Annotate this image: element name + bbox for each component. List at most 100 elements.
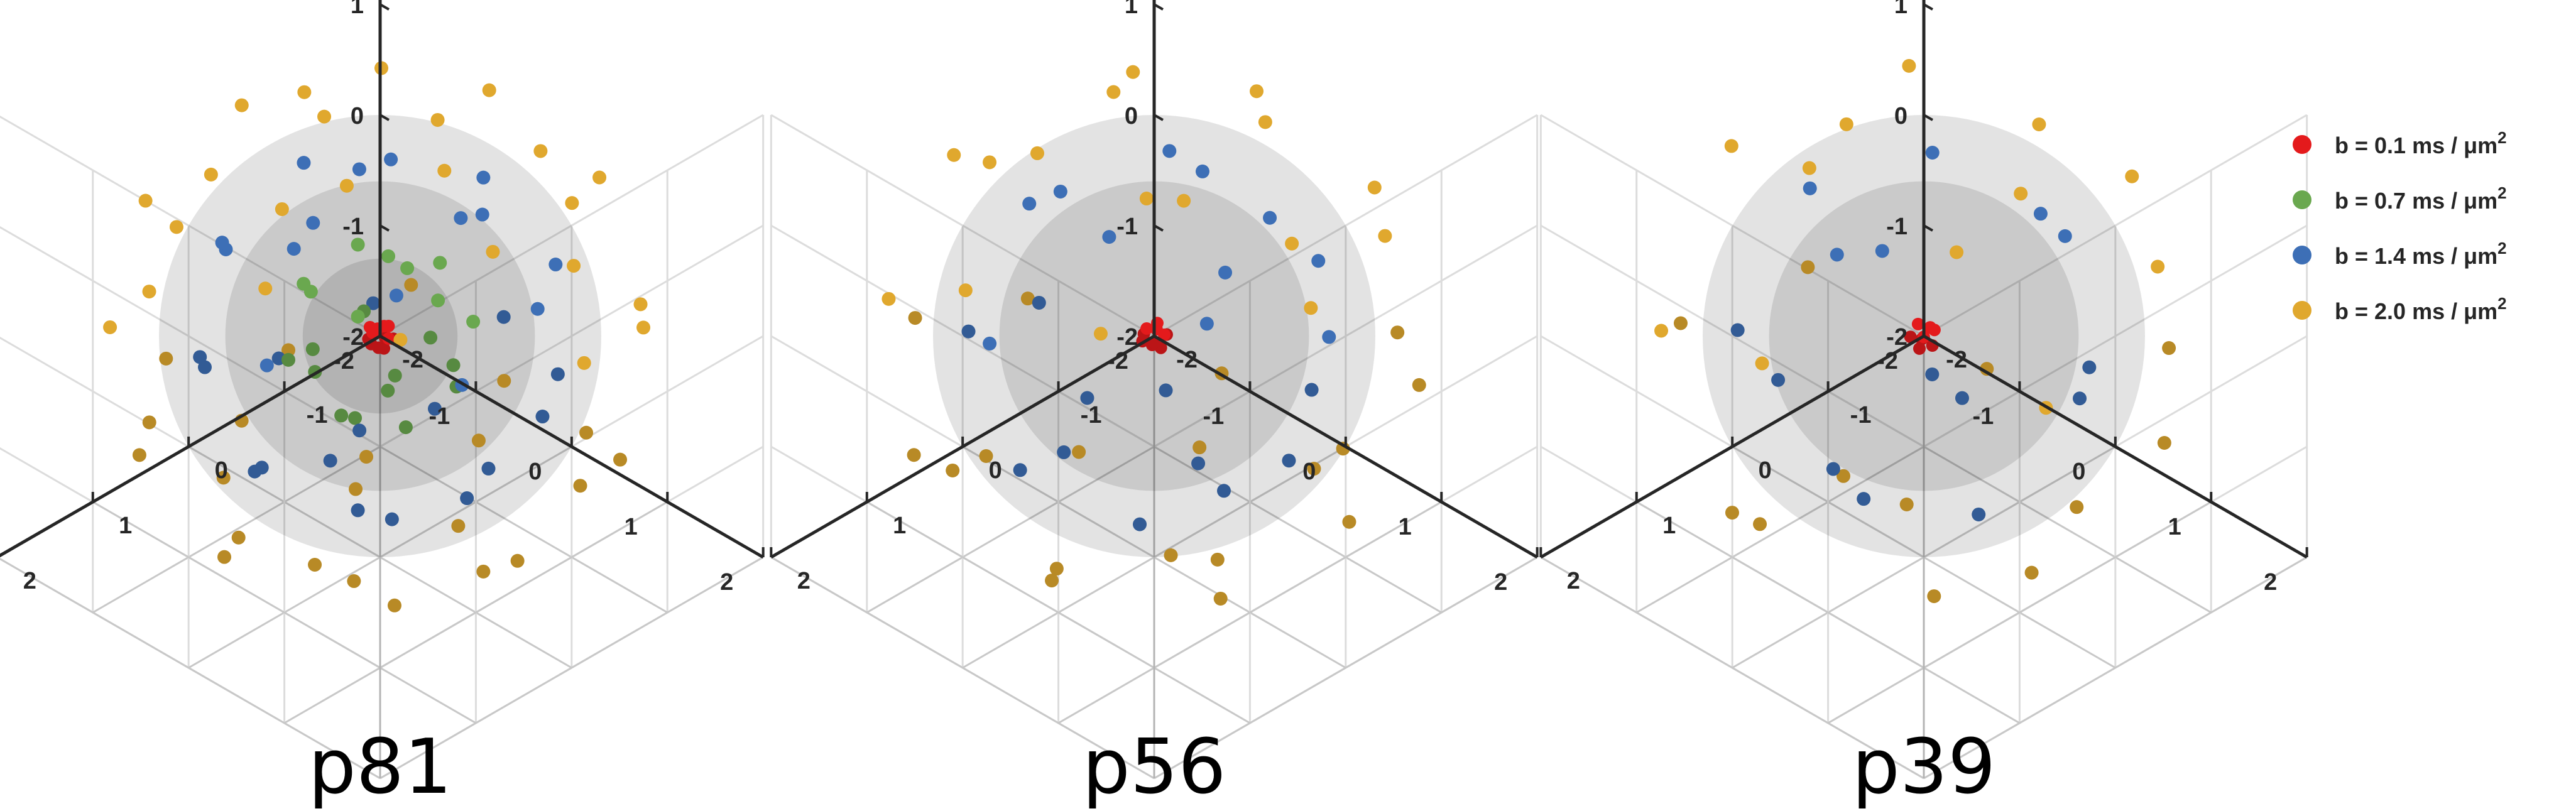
- z-tick-label: 0: [351, 103, 364, 129]
- data-point: [486, 244, 500, 259]
- data-point: [1899, 498, 1914, 512]
- data-point: [1049, 562, 1064, 576]
- data-point: [1053, 184, 1067, 199]
- data-point: [958, 283, 973, 298]
- data-point: [2033, 207, 2048, 221]
- data-point: [393, 332, 408, 347]
- data-point: [475, 207, 489, 222]
- data-point: [1072, 445, 1086, 459]
- grid-line: [0, 557, 381, 780]
- data-point: [103, 320, 117, 334]
- data-point: [979, 449, 993, 463]
- data-point: [1725, 506, 1739, 520]
- data-point: [1311, 254, 1326, 268]
- data-point: [351, 237, 365, 252]
- data-point: [366, 296, 380, 310]
- y-tick-label: -2: [1176, 347, 1198, 373]
- z-tick-label: -2: [1886, 324, 1907, 351]
- z-tick: [1923, 114, 1933, 121]
- x-tick-label: 0: [528, 459, 542, 485]
- data-point: [1826, 462, 1840, 476]
- z-tick: [1154, 335, 1164, 342]
- data-point: [142, 415, 156, 430]
- data-point: [378, 342, 391, 355]
- grid-line: [379, 556, 764, 780]
- x-tick-label: 2: [720, 569, 733, 596]
- data-point: [1802, 161, 1816, 175]
- data-point: [1192, 440, 1207, 455]
- data-point: [1304, 383, 1319, 397]
- x-tick-label: -1: [1203, 403, 1225, 430]
- data-point: [1263, 210, 1277, 225]
- z-tick: [1923, 335, 1933, 342]
- legend-entry: b = 0.1 ms / μm2: [2335, 128, 2507, 158]
- y-tick-label: 0: [989, 457, 1002, 484]
- data-point: [1022, 197, 1037, 211]
- data-point: [1164, 548, 1178, 562]
- grid-line: [1154, 224, 1538, 448]
- data-point: [1307, 462, 1321, 476]
- data-point: [946, 463, 960, 477]
- legend-entry: b = 1.4 ms / μm2: [2335, 239, 2507, 269]
- data-point: [400, 261, 415, 275]
- data-point: [497, 374, 511, 388]
- data-point: [430, 112, 445, 127]
- x-tick-label: 2: [1494, 569, 1507, 596]
- data-point: [1106, 85, 1121, 99]
- data-point: [1102, 230, 1116, 244]
- data-point: [1839, 117, 1853, 131]
- z-tick-label: 1: [1894, 0, 1907, 19]
- data-point: [363, 320, 376, 334]
- data-point: [1928, 324, 1941, 337]
- grid-line: [770, 114, 1155, 337]
- data-point: [577, 356, 591, 370]
- data-point: [1032, 295, 1046, 310]
- grid-line: [770, 224, 1155, 448]
- z-tick: [379, 335, 390, 342]
- data-point: [352, 423, 367, 438]
- data-point: [1126, 65, 1140, 79]
- data-point: [398, 420, 413, 435]
- grid-line: [1057, 501, 1442, 724]
- data-point: [234, 98, 249, 112]
- data-point: [142, 285, 156, 299]
- data-point: [1218, 265, 1233, 280]
- grid-line: [1827, 501, 2212, 724]
- data-point: [535, 410, 550, 424]
- data-point: [1177, 193, 1191, 208]
- data-point: [1755, 356, 1769, 371]
- data-point: [1199, 317, 1214, 331]
- data-point: [466, 315, 481, 329]
- data-point: [217, 550, 232, 564]
- data-point: [381, 383, 395, 398]
- data-point: [1925, 145, 1940, 160]
- data-point: [259, 358, 274, 373]
- data-point: [431, 293, 445, 308]
- data-point: [349, 482, 363, 496]
- data-point: [573, 479, 587, 493]
- data-point: [947, 148, 961, 162]
- data-point: [1093, 327, 1108, 341]
- y-tick-label: 2: [23, 568, 36, 594]
- data-point: [1904, 330, 1917, 344]
- data-point: [1217, 484, 1231, 498]
- data-point: [1972, 507, 1986, 521]
- data-point: [169, 220, 183, 234]
- grid-line: [0, 115, 381, 337]
- x-tick-label: 2: [2264, 569, 2277, 596]
- legend-marker: [2293, 190, 2311, 209]
- data-point: [1322, 330, 1336, 344]
- data-point: [404, 278, 418, 292]
- data-point: [2073, 391, 2087, 406]
- data-point: [348, 411, 363, 425]
- grid-line: [1636, 501, 2021, 724]
- data-point: [2157, 435, 2171, 450]
- data-point: [1258, 115, 1272, 129]
- grid-line: [379, 224, 764, 448]
- data-point: [565, 196, 579, 210]
- data-point: [2024, 565, 2039, 580]
- data-point: [1390, 325, 1405, 340]
- data-point: [275, 202, 289, 216]
- data-point: [476, 564, 491, 579]
